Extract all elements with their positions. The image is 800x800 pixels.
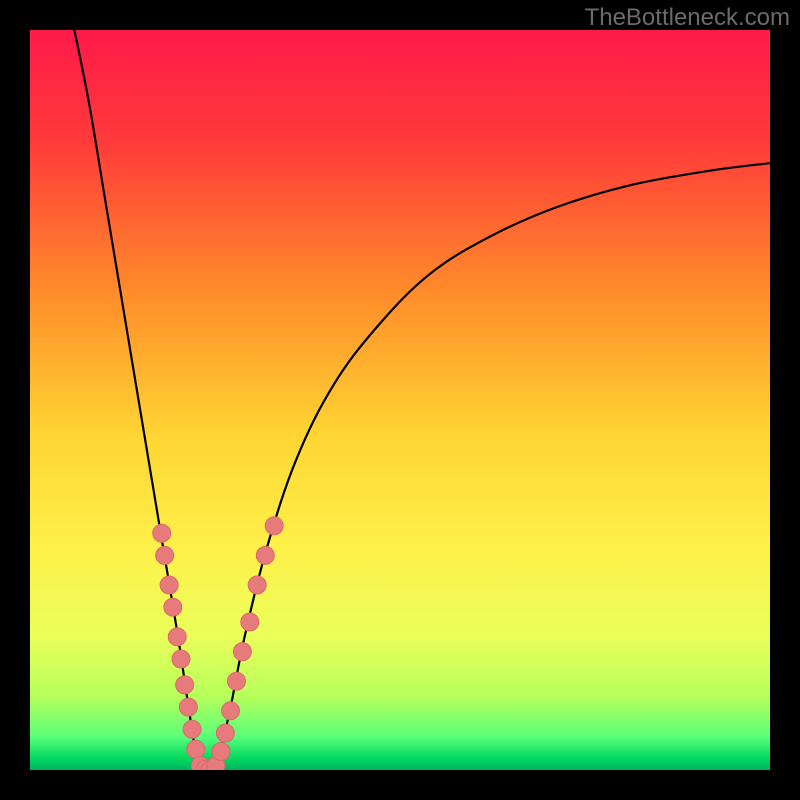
- marker-right-1: [216, 724, 234, 742]
- marker-left-4: [168, 628, 186, 646]
- watermark-text: TheBottleneck.com: [585, 4, 790, 32]
- marker-right-2: [222, 702, 240, 720]
- marker-right-0: [212, 743, 230, 761]
- marker-right-8: [265, 517, 283, 535]
- marker-left-8: [183, 720, 201, 738]
- marker-right-3: [227, 672, 245, 690]
- marker-left-2: [160, 576, 178, 594]
- marker-left-6: [176, 676, 194, 694]
- marker-left-7: [179, 698, 197, 716]
- plot-background: [30, 30, 770, 770]
- marker-right-5: [241, 613, 259, 631]
- marker-right-6: [248, 576, 266, 594]
- marker-left-0: [153, 524, 171, 542]
- marker-left-5: [172, 650, 190, 668]
- marker-left-3: [164, 598, 182, 616]
- marker-left-1: [156, 546, 174, 564]
- marker-right-4: [233, 643, 251, 661]
- marker-right-7: [256, 546, 274, 564]
- marker-left-9: [187, 740, 205, 758]
- bottleneck-chart: [0, 0, 800, 800]
